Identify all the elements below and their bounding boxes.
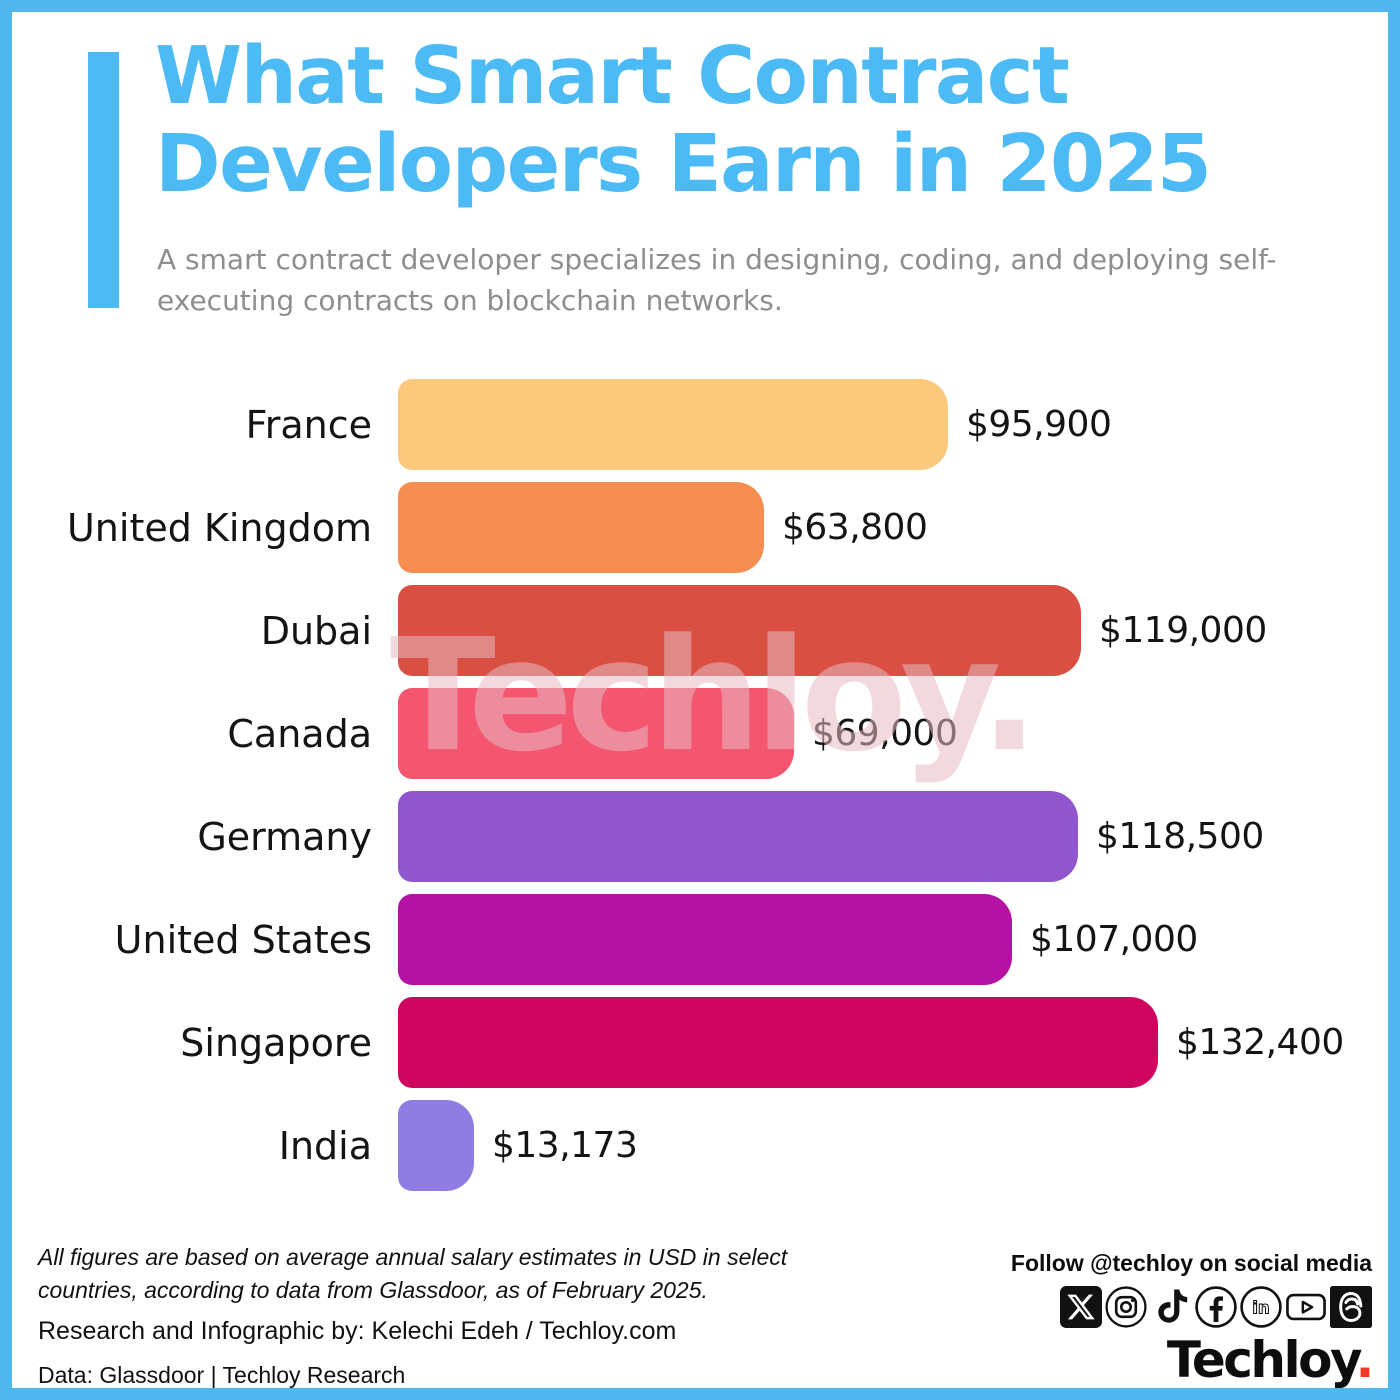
logo-dot: .	[1355, 1331, 1375, 1389]
salary-bar-chart: France $95,900 United Kingdom $63,800 Dubai $…	[12, 379, 1388, 1191]
salary-value-label: $118,500	[1096, 816, 1264, 857]
country-label: Canada	[227, 711, 372, 756]
country-label: United States	[114, 917, 372, 962]
chart-row: France $95,900	[12, 379, 1388, 470]
salary-value-label: $107,000	[1030, 919, 1198, 960]
x-icon	[1060, 1286, 1102, 1328]
salary-bar-united-states	[398, 894, 1012, 985]
tiktok-icon	[1150, 1286, 1192, 1328]
salary-value-label: $13,173	[492, 1125, 638, 1166]
chart-row: Germany $118,500	[12, 791, 1388, 882]
footer-social: Follow @techloy on social media in Techl…	[1010, 1250, 1375, 1385]
follow-text: Follow @techloy on social media	[1010, 1250, 1372, 1276]
instagram-icon	[1105, 1286, 1147, 1328]
title-accent-bar	[88, 52, 119, 308]
svg-text:in: in	[1252, 1298, 1270, 1317]
salary-bar-germany	[398, 791, 1078, 882]
chart-row: Singapore $132,400	[12, 997, 1388, 1088]
threads-icon	[1330, 1286, 1372, 1328]
chart-row: India $13,173	[12, 1100, 1388, 1191]
salary-bar-dubai	[398, 585, 1081, 676]
chart-row: Dubai $119,000	[12, 585, 1388, 676]
salary-bar-canada	[398, 688, 794, 779]
country-label: Germany	[197, 814, 372, 859]
chart-row: United States $107,000	[12, 894, 1388, 985]
country-label: Dubai	[260, 608, 372, 653]
chart-row: United Kingdom $63,800	[12, 482, 1388, 573]
credit-text: Research and Infographic by: Kelechi Ede…	[38, 1316, 677, 1345]
salary-bar-singapore	[398, 997, 1158, 1088]
linkedin-icon: in	[1240, 1286, 1282, 1328]
salary-bar-france	[398, 379, 948, 470]
country-label: Singapore	[180, 1020, 372, 1065]
page-subtitle: A smart contract developer specializes i…	[157, 243, 1277, 317]
salary-bar-united-kingdom	[398, 482, 764, 573]
footer-notes: All figures are based on average annual …	[38, 1241, 788, 1388]
salary-value-label: $69,000	[812, 713, 958, 754]
salary-bar-india	[398, 1100, 474, 1191]
salary-value-label: $95,900	[966, 404, 1112, 445]
disclaimer-text: All figures are based on average annual …	[38, 1244, 788, 1304]
chart-row: Canada $69,000	[12, 688, 1388, 779]
salary-value-label: $119,000	[1099, 610, 1267, 651]
social-icons-row: in	[1060, 1286, 1372, 1328]
data-source-text: Data: Glassdoor | Techloy Research	[38, 1361, 406, 1388]
facebook-icon	[1195, 1286, 1237, 1328]
page-title: What Smart Contract Developers Earn in 2…	[155, 30, 1212, 211]
logo-text: Techloy	[1166, 1331, 1358, 1389]
techloy-logo: Techloy.	[1167, 1335, 1375, 1385]
salary-value-label: $63,800	[782, 507, 928, 548]
youtube-icon	[1285, 1286, 1327, 1328]
salary-value-label: $132,400	[1176, 1022, 1344, 1063]
country-label: India	[278, 1123, 372, 1168]
country-label: France	[245, 402, 372, 447]
country-label: United Kingdom	[66, 505, 372, 550]
